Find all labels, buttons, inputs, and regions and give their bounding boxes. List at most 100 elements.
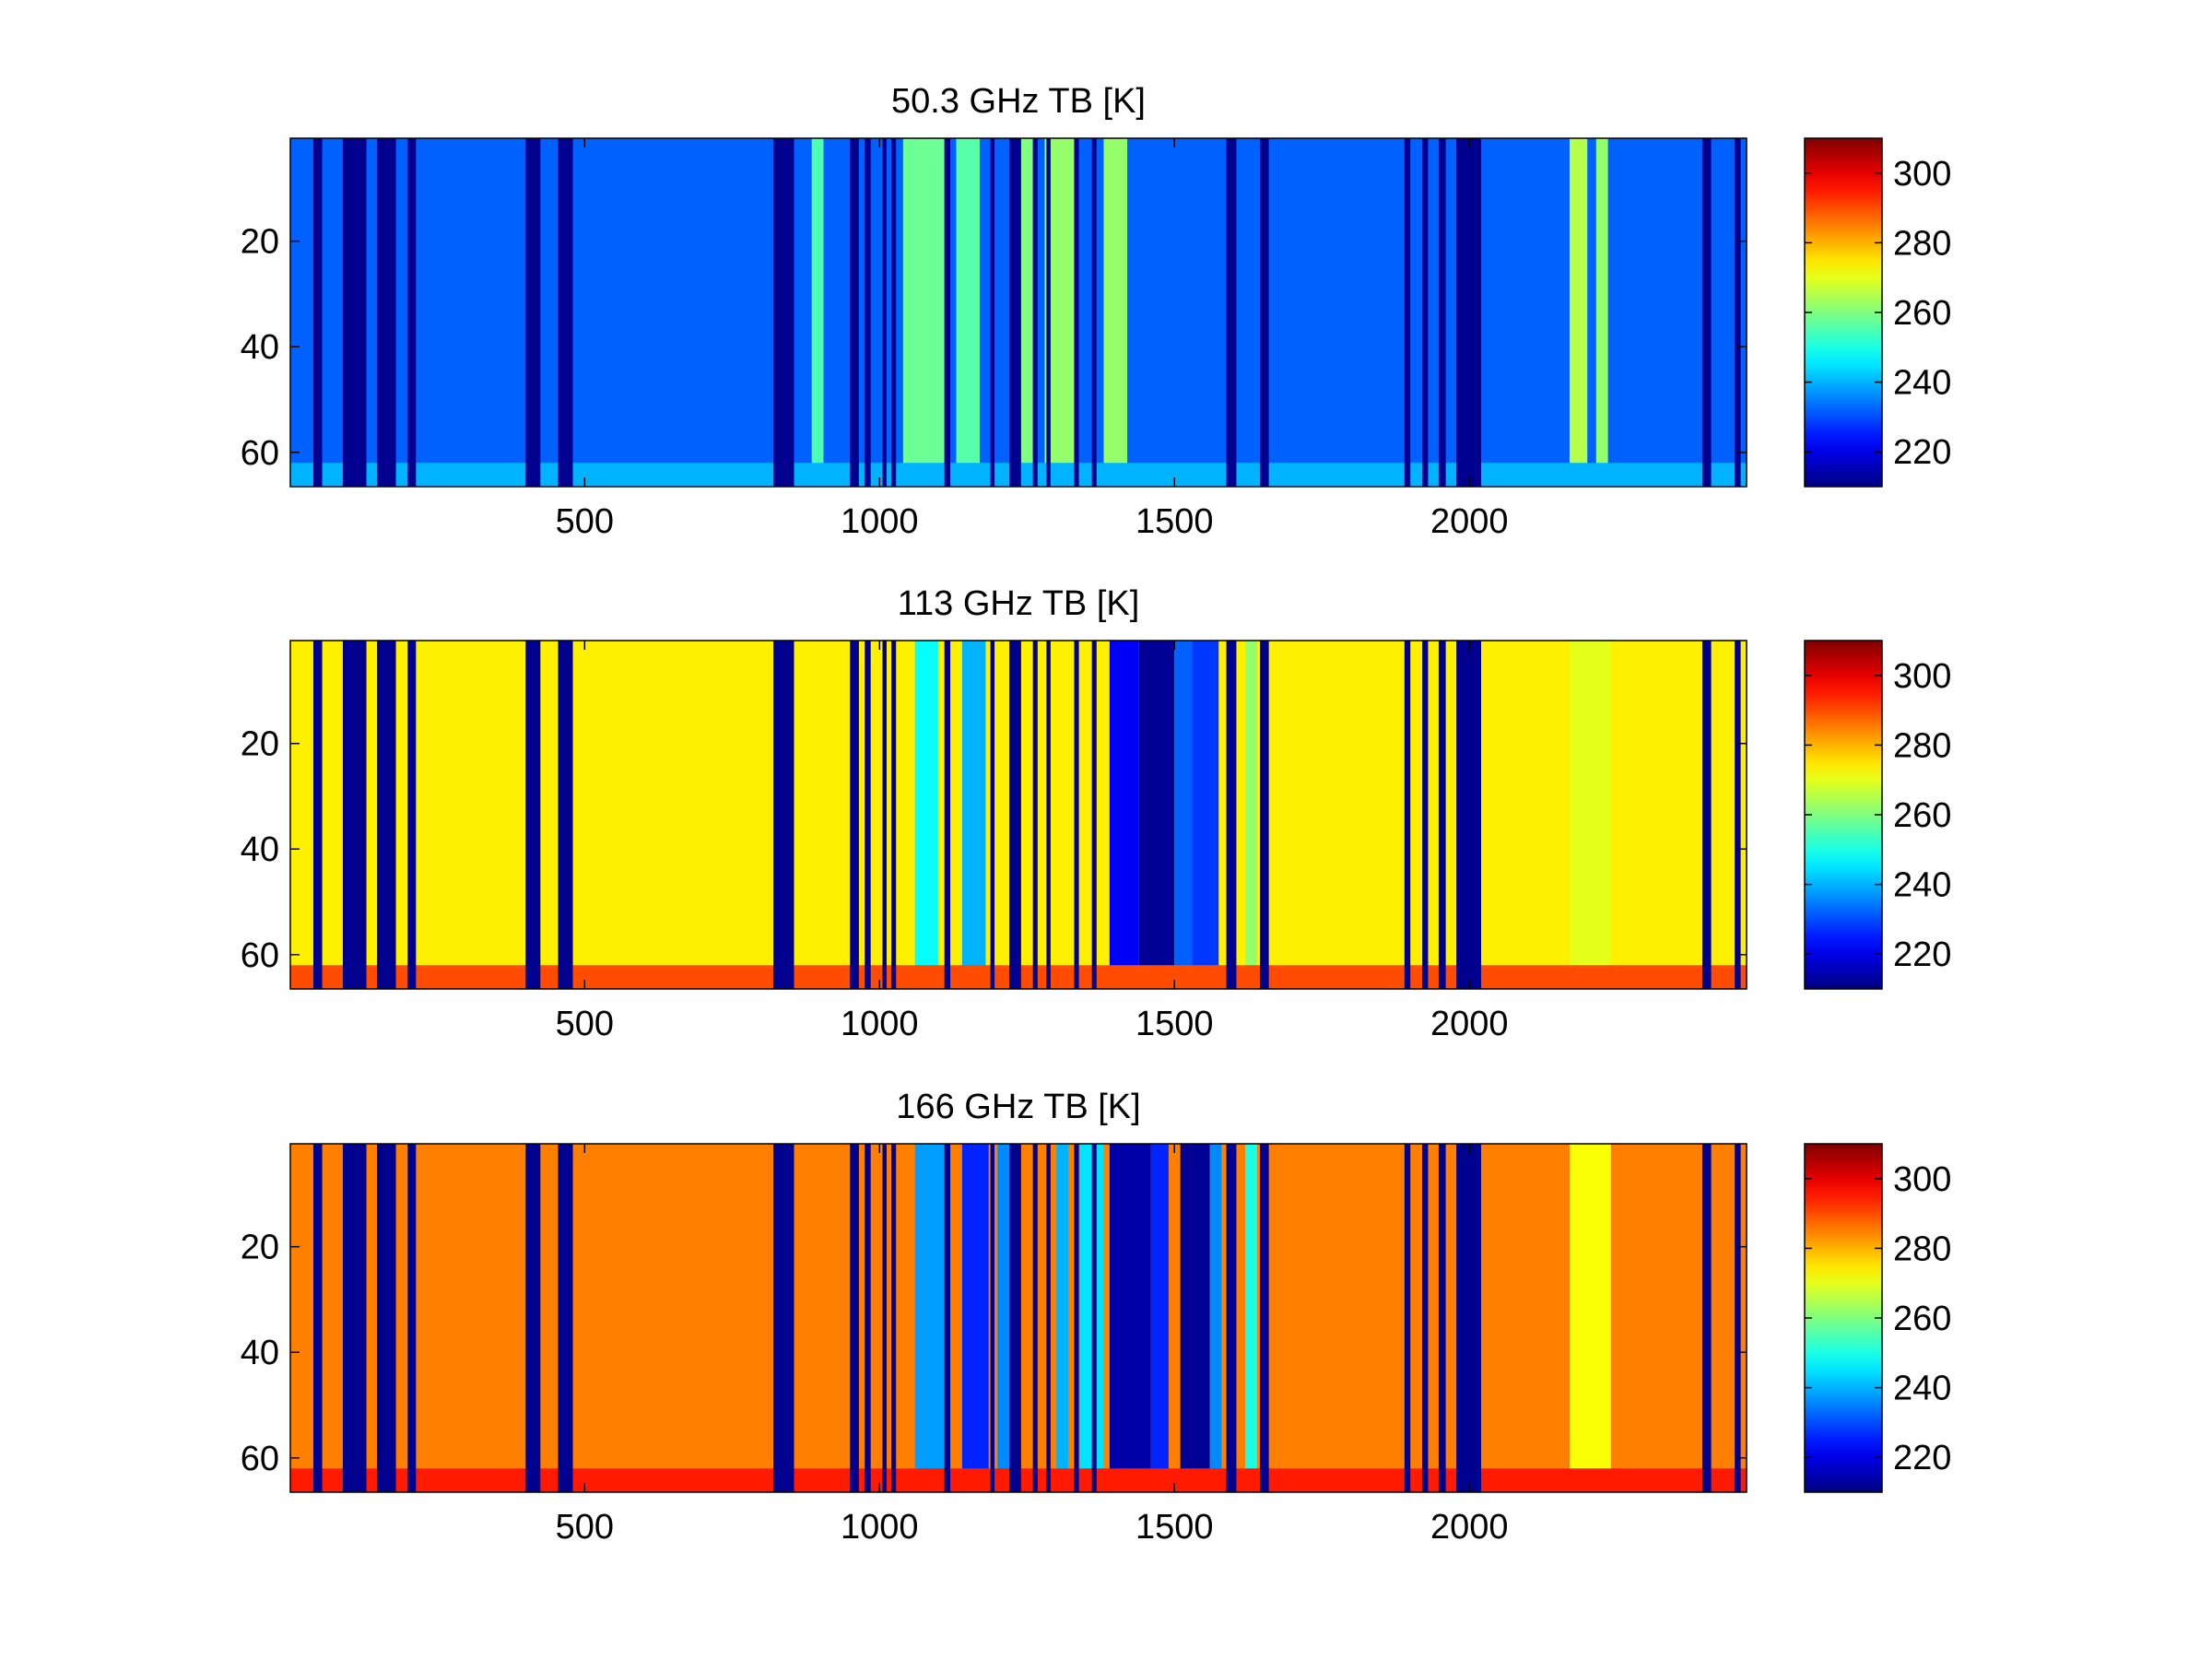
colorbar-tick-label: 260 <box>1893 294 1951 333</box>
heatmap-feature-band <box>1209 1144 1222 1492</box>
heatmap-invalid-column <box>773 641 794 989</box>
heatmap-invalid-column <box>1702 641 1712 989</box>
x-tick-label: 1500 <box>1135 1005 1214 1043</box>
y-tick-label: 20 <box>241 223 279 262</box>
heatmap-feature-band <box>1109 1144 1151 1492</box>
heatmap-invalid-column <box>1404 641 1411 989</box>
heatmap-invalid-column <box>891 138 897 487</box>
heatmap-invalid-column <box>342 641 367 989</box>
heatmap-invalid-column <box>1260 138 1269 487</box>
heatmap-invalid-column <box>407 138 417 487</box>
heatmap-invalid-column <box>312 641 323 989</box>
heatmap-invalid-column <box>1009 138 1021 487</box>
colorbar-tick-label: 240 <box>1893 1370 1951 1408</box>
heatmap-invalid-column <box>1074 641 1079 989</box>
colorbar-scale <box>1804 137 1883 488</box>
heatmap-invalid-column <box>882 1144 887 1492</box>
heatmap-invalid-column <box>342 1144 367 1492</box>
heatmap-invalid-column <box>1422 641 1429 989</box>
heatmap-invalid-column <box>850 138 859 487</box>
heatmap-feature-band <box>997 1144 1010 1492</box>
colorbar-tick-label: 300 <box>1893 657 1951 696</box>
heatmap-invalid-column <box>1456 138 1482 487</box>
panel-title: 50.3 GHz TB [K] <box>891 82 1146 121</box>
colorbar-tick-label: 280 <box>1893 726 1951 765</box>
heatmap-feature-band <box>811 138 824 487</box>
x-tick-label: 500 <box>556 1005 614 1043</box>
heatmap-invalid-column <box>1046 641 1051 989</box>
heatmap-feature-band <box>914 1144 945 1492</box>
heatmap-invalid-column <box>377 641 396 989</box>
heatmap-invalid-column <box>1422 1144 1429 1492</box>
heatmap-feature-band <box>1192 641 1219 989</box>
heatmap-invalid-column <box>882 138 887 487</box>
y-tick-label: 40 <box>241 328 279 367</box>
y-tick-label: 20 <box>241 1229 279 1267</box>
heatmap-invalid-column <box>1260 641 1269 989</box>
x-tick-label: 500 <box>556 502 614 541</box>
heatmap-invalid-column <box>1735 641 1741 989</box>
heatmap-feature-band <box>1180 1144 1210 1492</box>
heatmap-invalid-column <box>525 138 541 487</box>
heatmap-invalid-column <box>1046 1144 1051 1492</box>
heatmap-invalid-column <box>1091 138 1097 487</box>
heatmap-invalid-column <box>1735 1144 1741 1492</box>
heatmap-invalid-column <box>891 641 897 989</box>
heatmap-invalid-column <box>525 1144 541 1492</box>
heatmap-invalid-column <box>1456 1144 1482 1492</box>
heatmap-invalid-column <box>1702 138 1712 487</box>
heatmap-feature-band <box>1109 641 1139 989</box>
heatmap-invalid-column <box>990 641 995 989</box>
heatmap-invalid-column <box>1032 1144 1038 1492</box>
colorbar-tick-label: 300 <box>1893 1160 1951 1199</box>
x-tick-label: 1000 <box>841 1005 919 1043</box>
y-tick-label: 20 <box>241 725 279 764</box>
heatmap-invalid-column <box>1032 641 1038 989</box>
heatmap-invalid-column <box>1438 641 1446 989</box>
heatmap-invalid-column <box>1226 641 1237 989</box>
heatmap-feature-band <box>1245 1144 1257 1492</box>
heatmap-feature-band <box>956 138 981 487</box>
heatmap-invalid-column <box>865 641 871 989</box>
heatmap-feature-band <box>961 641 986 989</box>
heatmap-invalid-column <box>1404 1144 1411 1492</box>
heatmap-invalid-column <box>944 1144 951 1492</box>
heatmap-feature-band <box>961 1144 989 1492</box>
heatmap-feature-band <box>1595 138 1608 487</box>
x-tick-label: 1000 <box>841 1508 919 1547</box>
heatmap-invalid-column <box>1438 1144 1446 1492</box>
x-tick-label: 500 <box>556 1508 614 1547</box>
heatmap-feature-band <box>914 641 939 989</box>
heatmap-feature-band <box>902 138 945 487</box>
heatmap-invalid-column <box>1091 1144 1097 1492</box>
heatmap-invalid-column <box>558 138 573 487</box>
y-tick-label: 60 <box>241 1440 279 1478</box>
colorbar-tick-label: 280 <box>1893 224 1951 263</box>
colorbar: 220 240 260 280 300 <box>1804 1143 1951 1493</box>
heatmap-feature-band <box>1056 1144 1069 1492</box>
heatmap-invalid-column <box>1226 1144 1237 1492</box>
heatmap-invalid-column <box>1032 138 1038 487</box>
heatmap-invalid-column <box>312 1144 323 1492</box>
heatmap-invalid-column <box>1404 138 1411 487</box>
heatmap-invalid-column <box>882 641 887 989</box>
heatmap-invalid-column <box>850 1144 859 1492</box>
colorbar-tick-label: 240 <box>1893 364 1951 403</box>
axes-frame <box>289 137 1747 488</box>
heatmap-invalid-column <box>525 641 541 989</box>
heatmap-feature-band <box>1103 138 1128 487</box>
heatmap-feature-band <box>1245 641 1257 989</box>
heatmap-panel-3: 166 GHz TB [K] 500 1000 1500 2000 20 40 60 220 24… <box>241 1088 1952 1547</box>
heatmap-invalid-column <box>312 138 323 487</box>
heatmap-feature-band <box>1570 641 1611 989</box>
heatmap-invalid-column <box>1735 138 1741 487</box>
heatmap-invalid-column <box>558 641 573 989</box>
heatmap-invalid-column <box>1009 641 1021 989</box>
y-tick-label: 60 <box>241 936 279 975</box>
colorbar-tick-label: 260 <box>1893 796 1951 835</box>
y-tick-label: 40 <box>241 1334 279 1372</box>
colorbar-tick-label: 280 <box>1893 1230 1951 1268</box>
x-tick-label: 1500 <box>1135 502 1214 541</box>
heatmap-panel-2: 113 GHz TB [K] 500 1000 1500 2000 20 40 60 220 24… <box>241 584 1952 1043</box>
